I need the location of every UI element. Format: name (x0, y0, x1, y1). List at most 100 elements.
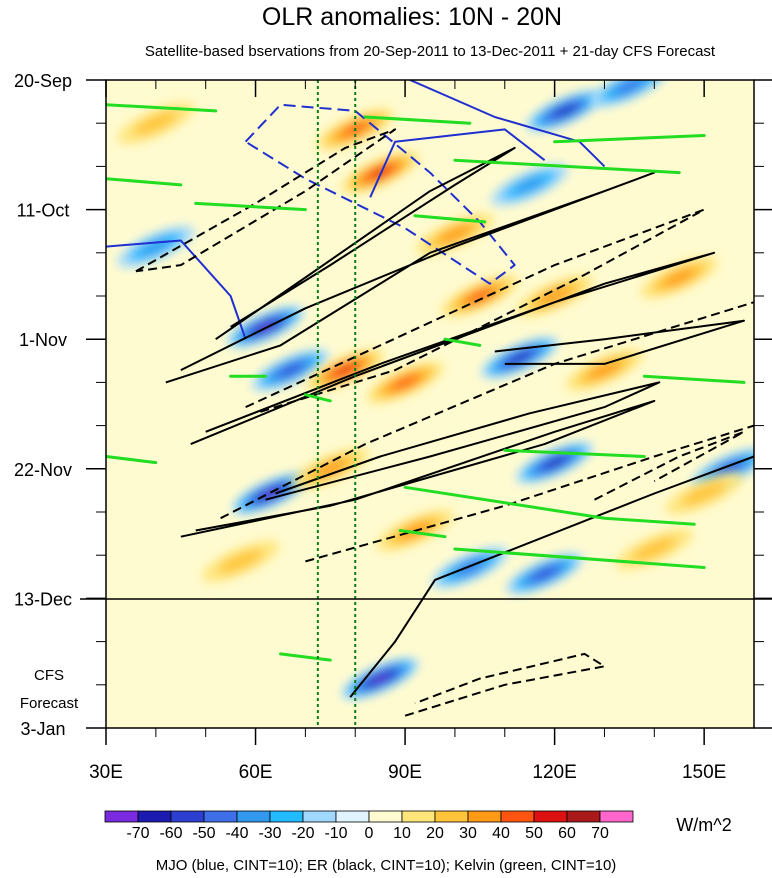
kelvin-contour (642, 374, 746, 384)
anomaly-cell (341, 657, 419, 700)
mjo-contour (369, 128, 546, 198)
kelvin-contour (453, 158, 681, 175)
colorbar-swatch (401, 810, 436, 823)
colorbar-label: -40 (225, 825, 248, 842)
y-axis: 20-Sep 11-Oct 1-Nov 22-Nov 13-Dec 3-Jan (14, 71, 772, 739)
colorbar-swatch (500, 810, 535, 823)
colorbar-swatch (104, 810, 139, 823)
anomaly-cell (515, 275, 594, 317)
colorbar-swatch (599, 810, 634, 823)
er-contour (594, 430, 745, 501)
kelvin-contour (194, 201, 307, 212)
colorbar-units: W/m^2 (676, 815, 731, 835)
anomaly-cell (251, 349, 330, 391)
colorbar-label: 30 (459, 825, 477, 842)
colorbar-label: -50 (192, 825, 215, 842)
colorbar-swatch (302, 810, 337, 823)
kelvin-contour (403, 485, 696, 526)
anomaly-cell (416, 213, 494, 256)
kelvin-contour (453, 547, 706, 569)
y-tick-label: 20-Sep (14, 71, 72, 91)
kelvin-contour (443, 337, 482, 347)
er-contour (305, 424, 754, 563)
x-tick-label: 150E (682, 762, 726, 783)
er-contour (165, 171, 656, 384)
forecast-label-line-1: CFS (34, 667, 64, 684)
colorbar-label: 40 (492, 825, 510, 842)
x-axis: 30E 60E 90E 120E 150E (89, 80, 726, 783)
anomaly-cell (201, 540, 280, 583)
colorbar-swatch (434, 810, 469, 823)
colorbar-swatch (368, 810, 403, 823)
er-contour (180, 399, 656, 538)
footer-legend: MJO (blue, CINT=10); ER (black, CINT=10)… (156, 857, 617, 874)
mjo-contour (106, 239, 247, 340)
colorbar-label: 0 (365, 825, 374, 842)
anomaly-cell (490, 164, 569, 206)
plot-background (106, 80, 754, 728)
x-tick-label: 60E (239, 762, 273, 783)
colorbar-swatch (335, 810, 370, 823)
anomaly-cell (565, 349, 644, 391)
kelvin-contour (553, 134, 706, 144)
anomaly-cell (341, 151, 419, 194)
er-contour (349, 455, 754, 698)
colorbar-swatch (566, 810, 601, 823)
kelvin-contour (363, 115, 472, 125)
plot-area (80, 79, 772, 729)
y-tick-label: 11-Oct (17, 201, 70, 221)
y-tick-label: 1-Nov (19, 330, 67, 350)
anomaly-cell (640, 256, 718, 299)
colorbar-swatch (236, 810, 271, 823)
y-tick-label: 3-Jan (20, 719, 65, 739)
colorbar-swatch (269, 810, 304, 823)
colorbar-swatch (137, 810, 172, 823)
anomaly-cell (366, 361, 444, 404)
kelvin-contour (106, 103, 218, 113)
kelvin-contour (279, 652, 332, 662)
er-contour (245, 208, 706, 415)
y-tick-label: 22-Nov (14, 460, 72, 480)
chart-subtitle: Satellite-based bservations from 20-Sep-… (145, 43, 716, 60)
er-contour (404, 652, 606, 717)
colorbar-label: 10 (393, 825, 411, 842)
colorbar-swatch (170, 810, 205, 823)
anomaly-cell (615, 528, 694, 570)
er-contour (215, 146, 516, 341)
colorbar-swatch (203, 810, 238, 823)
forecast-label-line-2: Forecast (20, 695, 79, 712)
colorbar-swatch (467, 810, 502, 823)
colorbar-label: -10 (324, 825, 347, 842)
kelvin-contour (413, 214, 487, 224)
colorbar-label: 70 (591, 825, 609, 842)
colorbar-label: -20 (291, 825, 314, 842)
colorbar-label: -70 (126, 825, 149, 842)
kelvin-contour (106, 177, 183, 187)
x-tick-label: 90E (388, 762, 422, 783)
colorbar-label: 50 (525, 825, 543, 842)
anomaly-cell (590, 80, 669, 107)
colorbar-label: -30 (258, 825, 281, 842)
colorbar-swatch (533, 810, 568, 823)
wave-contours (106, 80, 754, 717)
anomaly-cell (117, 102, 195, 145)
reference-lines (316, 80, 357, 728)
kelvin-contour (398, 529, 447, 539)
kelvin-contour (503, 448, 646, 458)
plot-frame (105, 79, 755, 729)
anomaly-cell (441, 275, 519, 317)
anomaly-cell (306, 349, 384, 391)
er-contour (494, 319, 745, 365)
mjo-contour (409, 80, 606, 168)
y-tick-label: 13-Dec (14, 589, 72, 609)
chart-title: OLR anomalies: 10N - 20N (262, 3, 562, 31)
anomaly-cell (665, 472, 743, 515)
x-tick-label: 30E (89, 762, 123, 783)
colorbar-label: 20 (426, 825, 444, 842)
kelvin-contour (303, 393, 332, 403)
x-tick-label: 120E (532, 762, 576, 783)
anomaly-cell (525, 90, 604, 132)
anomaly-cell (291, 447, 370, 490)
er-contour (135, 128, 397, 273)
